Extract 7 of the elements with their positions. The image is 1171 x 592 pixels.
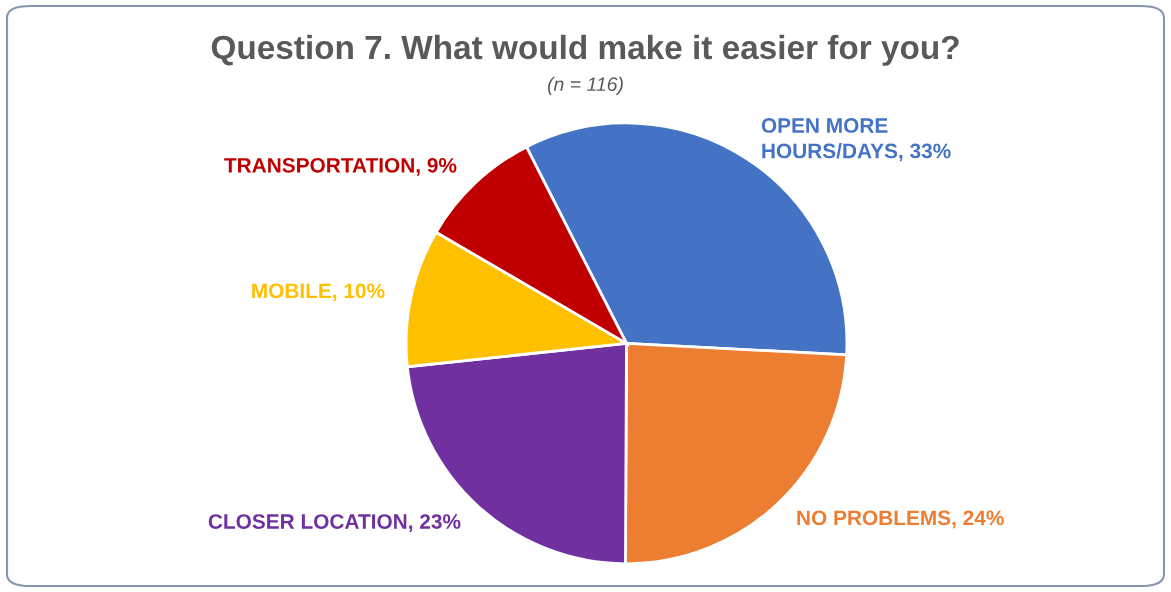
slice-label: NO PROBLEMS, 24% <box>797 510 1004 529</box>
slice-label: CLOSER LOCATION, 23% <box>208 514 461 532</box>
chart-subtitle: (n = 116) <box>547 76 623 95</box>
chart-title: Question 7. What would make it easier for you? <box>211 34 959 66</box>
slice-label: TRANSPORTATION, 9% <box>224 157 457 176</box>
slice-label: OPEN MORE HOURS/DAYS, 33% <box>761 118 951 162</box>
slice-label: MOBILE, 10% <box>252 283 385 302</box>
